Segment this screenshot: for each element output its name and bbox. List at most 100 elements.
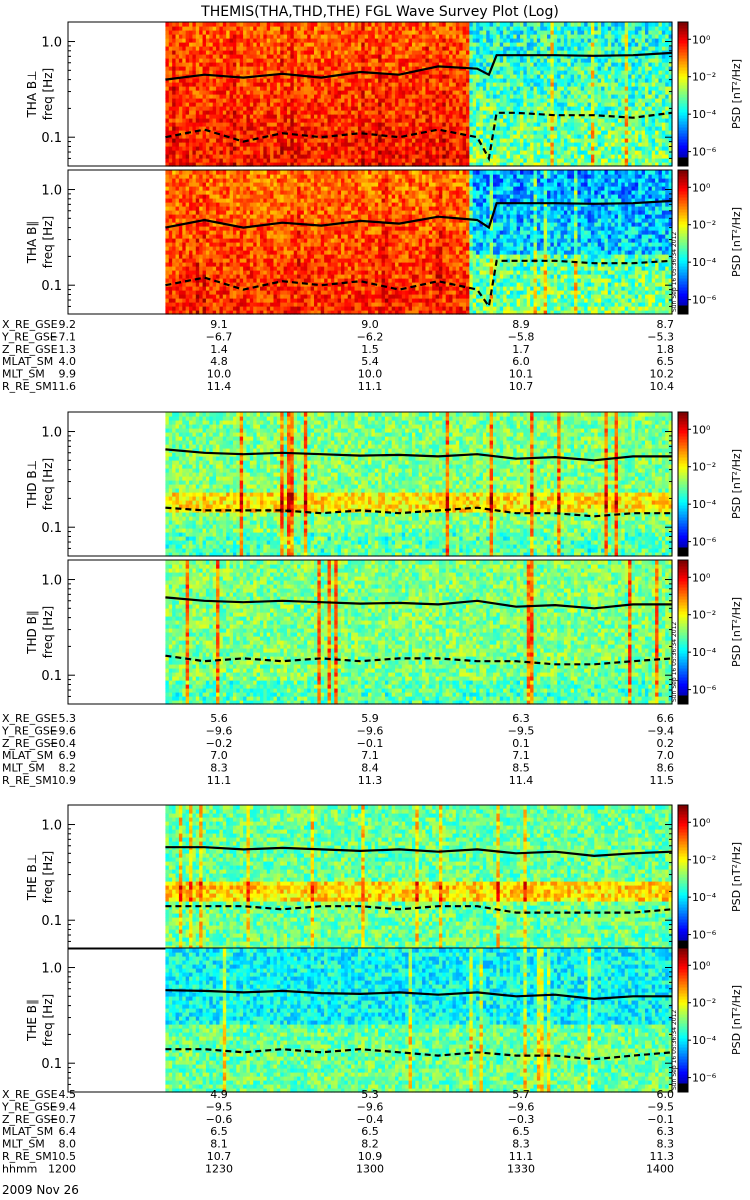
spectrogram-cell [384, 30, 389, 35]
spectrogram-cell [364, 150, 369, 155]
spectrogram-cell [317, 138, 322, 143]
spectrogram-cell [324, 138, 329, 143]
spectrogram-cell [212, 110, 217, 115]
spectrogram-cell [290, 106, 295, 111]
spectrogram-cell [283, 94, 288, 99]
spectrogram-cell [354, 126, 359, 131]
spectrogram-cell [351, 74, 356, 79]
spectrogram-cell [246, 34, 251, 39]
spectrogram-cell [330, 34, 335, 39]
spectrogram-cell [287, 122, 291, 127]
spectrogram-cell [219, 70, 224, 75]
spectrogram-cell [337, 54, 342, 59]
spectrogram-cell [307, 34, 312, 39]
spectrogram-cell [202, 30, 207, 35]
spectrogram-cell [253, 66, 258, 71]
spectrogram-cell [280, 30, 285, 35]
spectrogram-cell [364, 78, 369, 83]
spectrogram-cell [232, 54, 237, 59]
spectrogram-cell [205, 98, 210, 103]
spectrogram-cell [347, 62, 352, 67]
spectrogram-cell [307, 98, 312, 103]
spectrogram-cell [280, 78, 285, 83]
spectrogram-cell [287, 162, 291, 167]
spectrogram-cell [178, 118, 183, 123]
spectrogram-cell [374, 30, 379, 35]
spectrogram-cell [314, 26, 318, 31]
spectrogram-cell [243, 94, 248, 99]
spectrogram-cell [172, 118, 177, 123]
spectrogram-cell [287, 134, 291, 139]
spectrogram-cell [165, 126, 170, 131]
spectrogram-cell [202, 138, 207, 143]
spectrogram-cell [259, 106, 264, 111]
spectrogram-cell [253, 150, 258, 155]
spectrogram-cell [239, 26, 244, 31]
spectrogram-cell [371, 98, 376, 103]
spectrogram-cell [364, 26, 369, 31]
spectrogram-cell [300, 70, 305, 75]
spectrogram-cell [219, 158, 224, 163]
spectrogram-cell [266, 154, 271, 159]
spectrogram-cell [293, 50, 298, 55]
spectrogram-cell [202, 162, 207, 167]
spectrogram-cell [361, 98, 366, 103]
spectrogram-cell [212, 62, 217, 67]
spectrogram-cell [195, 86, 200, 91]
spectrogram-cell [229, 110, 234, 115]
spectrogram-cell [175, 46, 180, 51]
spectrogram-cell [273, 158, 278, 163]
spectrogram-cell [330, 150, 335, 155]
spectrogram-cell [249, 146, 254, 151]
spectrogram-cell [361, 74, 366, 79]
spectrogram-cell [165, 82, 170, 87]
spectrogram-cell [330, 130, 335, 135]
spectrogram-cell [168, 122, 173, 127]
spectrogram-cell [168, 90, 173, 95]
spectrogram-cell [307, 42, 312, 47]
spectrogram-cell [205, 106, 210, 111]
spectrogram-cell [361, 162, 366, 167]
spectrogram-cell [378, 34, 383, 39]
spectrogram-cell [381, 26, 386, 31]
spectrogram-cell [344, 86, 349, 91]
spectrogram-cell [229, 58, 234, 63]
spectrogram-cell [273, 86, 278, 91]
spectrogram-cell [256, 118, 261, 123]
spectrogram-cell [280, 22, 285, 27]
spectrogram-cell [361, 58, 366, 63]
spectrogram-cell [216, 142, 221, 147]
spectrogram-cell [226, 94, 231, 99]
spectrogram-cell [347, 102, 352, 107]
spectrogram-cell [388, 134, 393, 139]
spectrogram-cell [253, 82, 258, 87]
spectrogram-cell [307, 118, 312, 123]
spectrogram-cell [293, 102, 298, 107]
spectrogram-cell [341, 38, 346, 43]
spectrogram-cell [307, 134, 312, 139]
spectrogram-cell [249, 142, 254, 147]
spectrogram-cell [229, 70, 234, 75]
spectrogram-cell [246, 30, 251, 35]
spectrogram-cell [357, 78, 362, 83]
spectrogram-cell [287, 86, 291, 91]
spectrogram-cell [199, 78, 204, 83]
spectrogram-cell [209, 134, 214, 139]
spectrogram-cell [270, 150, 275, 155]
spectrogram-cell [243, 54, 248, 59]
spectrogram-cell [165, 106, 170, 111]
spectrogram-cell [310, 82, 315, 87]
spectrogram-cell [378, 66, 383, 71]
spectrogram-cell [249, 58, 254, 63]
spectrogram-cell [243, 106, 248, 111]
spectrogram-cell [293, 70, 298, 75]
spectrogram-cell [239, 78, 244, 83]
spectrogram-cell [195, 114, 200, 119]
spectrogram-cell [172, 78, 177, 83]
spectrogram-cell [263, 50, 268, 55]
spectrogram-cell [276, 34, 281, 39]
spectrogram-cell [300, 22, 305, 27]
spectrogram-cell [202, 34, 207, 39]
spectrogram-cell [192, 110, 197, 115]
spectrogram-cell [175, 118, 180, 123]
